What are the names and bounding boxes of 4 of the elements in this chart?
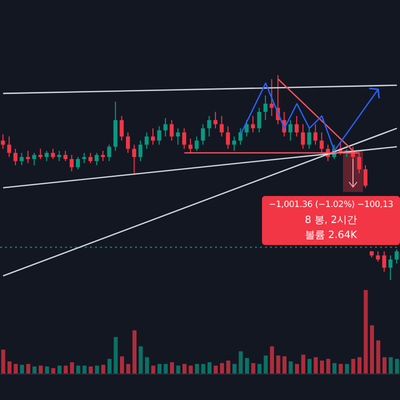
annotation: −1,001.36 (−1.02%) −100,13 (268, 199, 394, 212)
annotation: 볼륨 2.64K (304, 229, 358, 243)
annotation: 8 봉, 2시간 (304, 214, 358, 228)
tooltip: −1,001.36 (−1.02%) −100,13 8 봉, 2시간 볼륨 2.64K (262, 196, 400, 245)
